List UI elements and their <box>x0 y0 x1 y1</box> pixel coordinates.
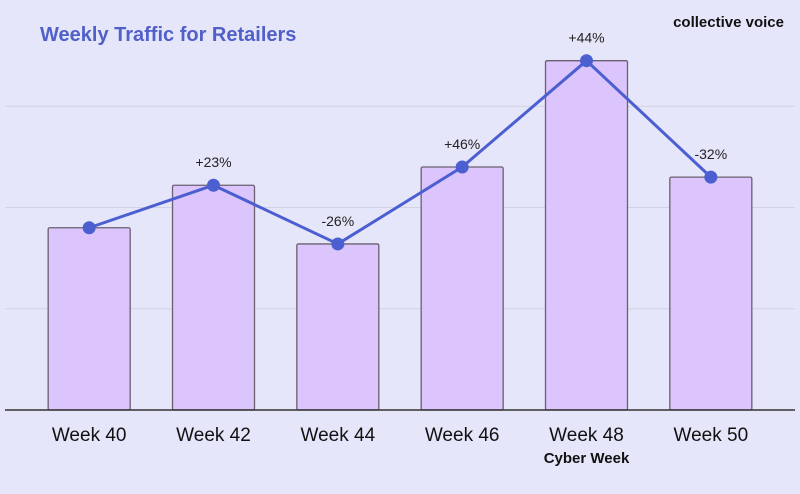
trend-point <box>455 160 469 174</box>
x-tick-sublabel: Cyber Week <box>544 450 630 467</box>
bar <box>420 166 504 411</box>
x-tick-label: Week 42 <box>176 425 251 446</box>
change-label: -32% <box>694 146 727 162</box>
trend-point <box>704 170 718 184</box>
trend-point <box>207 178 220 192</box>
x-tick-label: Week 40 <box>52 425 127 446</box>
change-label: +46% <box>444 136 480 152</box>
bar <box>669 176 753 411</box>
change-label: +44% <box>568 30 604 46</box>
change-label: -26% <box>321 213 354 229</box>
brand-logo: collective voice <box>673 14 784 31</box>
x-tick-label: Week 46 <box>425 425 500 446</box>
x-tick-label: Week 48 <box>549 425 624 446</box>
bar <box>47 227 131 411</box>
change-label: +23% <box>195 154 231 170</box>
x-tick-label: Week 50 <box>674 425 749 446</box>
trend-point <box>580 54 593 68</box>
x-tick-label: Week 44 <box>301 425 376 446</box>
trend-line <box>88 59 712 246</box>
bar <box>171 184 256 411</box>
trend-point <box>331 237 345 251</box>
chart-title: Weekly Traffic for Retailers <box>40 24 297 46</box>
trend-point <box>82 221 96 235</box>
bar <box>296 243 380 411</box>
bar <box>544 60 629 411</box>
